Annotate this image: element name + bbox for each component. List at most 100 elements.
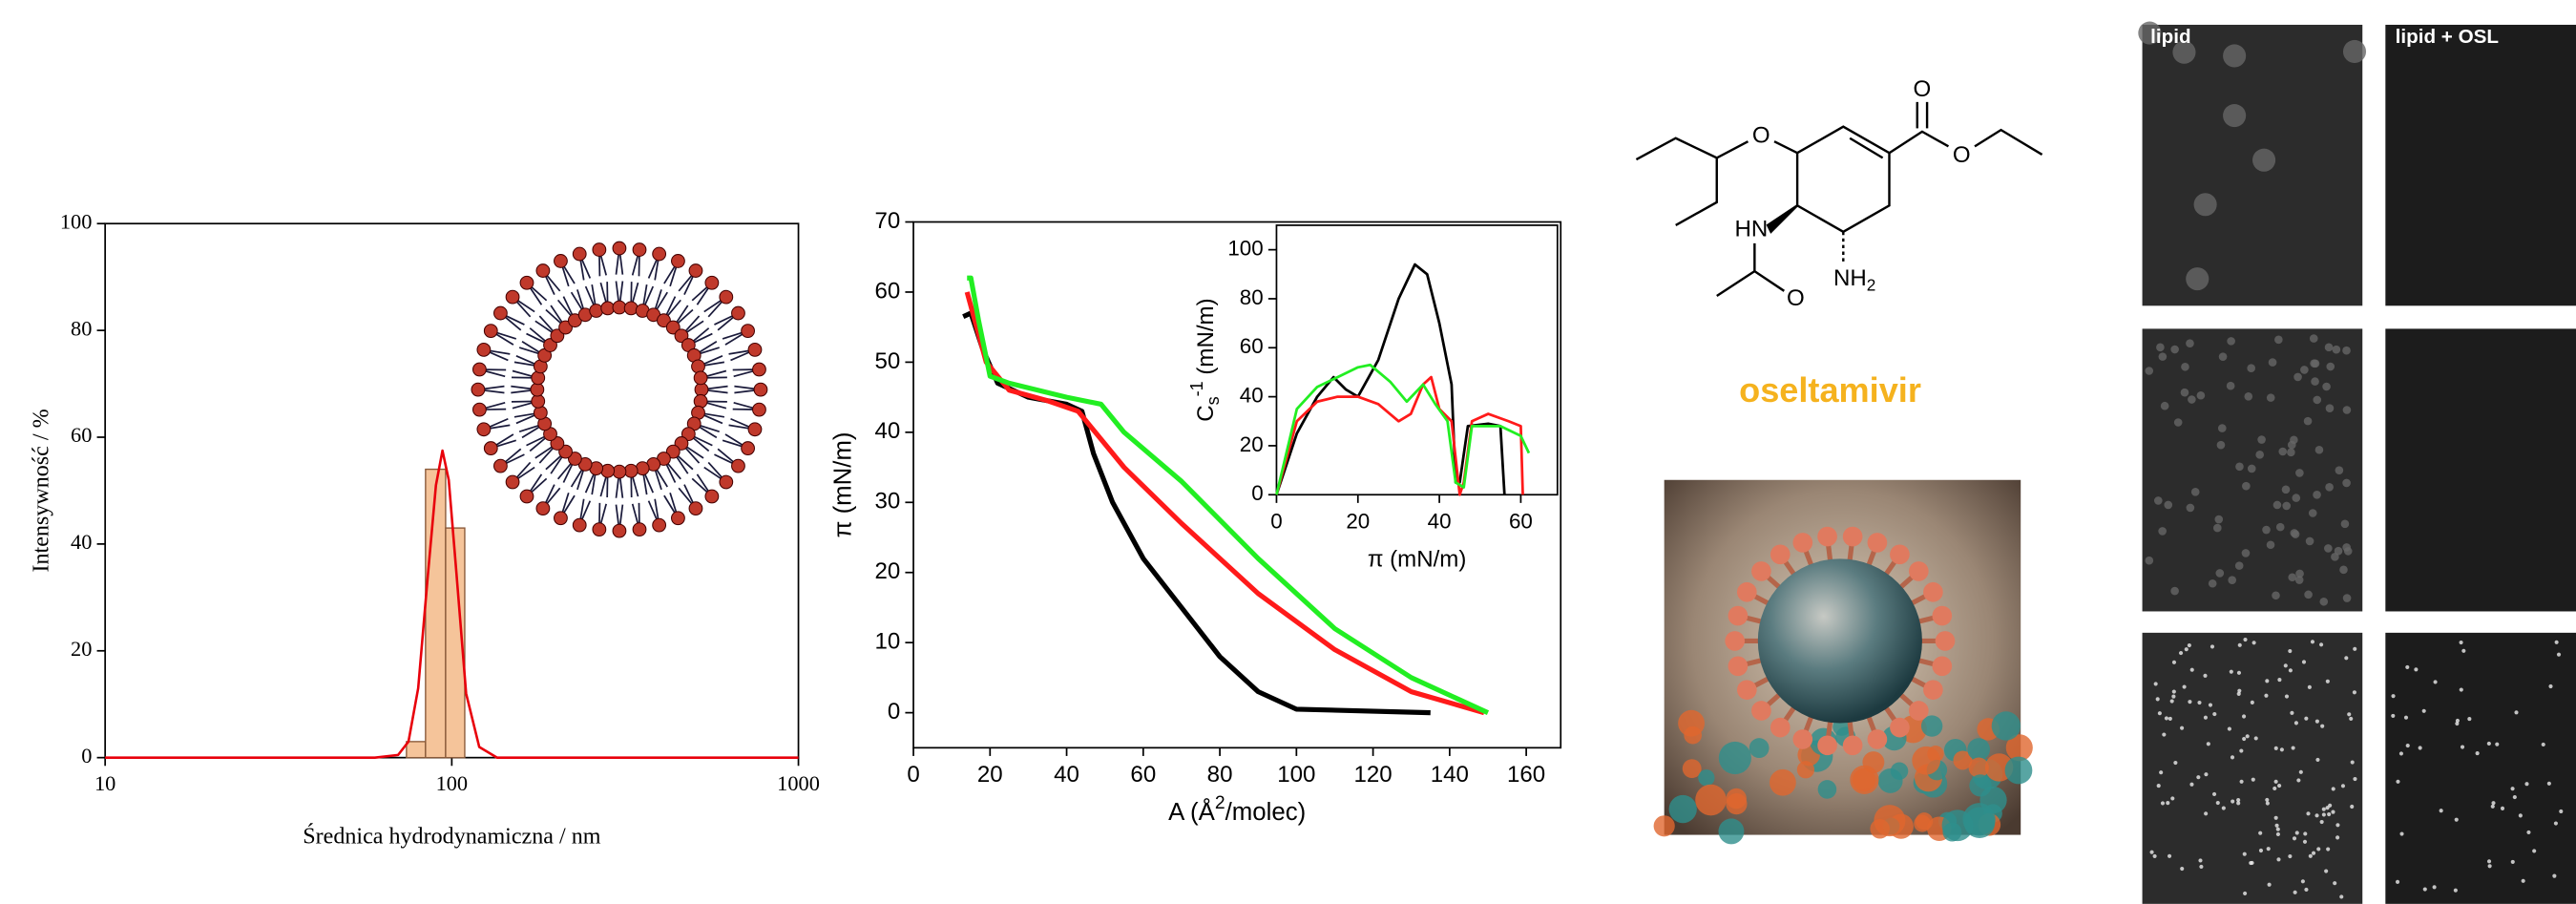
domain bbox=[2532, 849, 2537, 853]
lipid-head bbox=[471, 382, 486, 397]
domain bbox=[2335, 823, 2340, 828]
lipid-head bbox=[543, 338, 557, 352]
atom-label: HN bbox=[1735, 216, 1769, 242]
cell-bead bbox=[1770, 768, 1796, 796]
domain bbox=[2162, 732, 2167, 737]
domain bbox=[2281, 485, 2291, 494]
domain bbox=[2236, 801, 2241, 806]
domain bbox=[2272, 591, 2280, 600]
structure bbox=[1635, 101, 2043, 297]
y-tick-label: 10 bbox=[874, 629, 900, 655]
domain bbox=[2170, 586, 2179, 596]
domain bbox=[2243, 637, 2248, 642]
domain bbox=[2486, 741, 2491, 746]
domain bbox=[2266, 393, 2275, 402]
x-tick-label: 0 bbox=[1270, 509, 1282, 533]
domain bbox=[2325, 679, 2330, 683]
domain bbox=[2273, 746, 2278, 750]
domain bbox=[2308, 509, 2317, 517]
compound-name: oseltamivir bbox=[1739, 370, 1921, 410]
spike-head bbox=[1751, 561, 1771, 581]
lipid-head bbox=[671, 511, 685, 526]
domain bbox=[2342, 594, 2352, 602]
lipid-head bbox=[600, 463, 616, 478]
domain bbox=[2294, 830, 2299, 835]
domain bbox=[2342, 406, 2352, 414]
domain bbox=[2399, 831, 2404, 836]
domain bbox=[2311, 359, 2320, 368]
label-sup: 2 bbox=[1215, 792, 1225, 813]
domain bbox=[2173, 418, 2183, 427]
domain bbox=[2181, 362, 2189, 371]
domain bbox=[2257, 435, 2266, 444]
domain bbox=[2339, 565, 2348, 575]
domain bbox=[2235, 462, 2244, 472]
domain bbox=[2237, 688, 2242, 693]
domain bbox=[2467, 717, 2472, 722]
domain bbox=[2213, 523, 2222, 533]
domain bbox=[2352, 690, 2356, 695]
domain bbox=[2171, 660, 2177, 664]
domain bbox=[2282, 501, 2292, 511]
domain bbox=[2319, 819, 2324, 825]
spike-head bbox=[1770, 544, 1791, 565]
domain bbox=[2321, 812, 2326, 817]
domain bbox=[2243, 891, 2248, 895]
domain bbox=[2182, 684, 2187, 689]
domain bbox=[2268, 358, 2277, 367]
domain bbox=[2160, 801, 2166, 806]
spike-head bbox=[1728, 605, 1749, 626]
y-tick-label: 20 bbox=[874, 558, 900, 584]
lipid-head bbox=[600, 301, 616, 316]
spike-head bbox=[1935, 631, 1956, 651]
lipid-head bbox=[572, 246, 587, 262]
domain bbox=[2215, 800, 2220, 806]
lipid-head bbox=[492, 305, 508, 321]
domain bbox=[2349, 716, 2354, 721]
domain bbox=[2242, 736, 2247, 742]
domain bbox=[2253, 736, 2258, 741]
x-tick-label: 120 bbox=[1354, 762, 1393, 788]
label-sup: -1 bbox=[1187, 381, 1206, 396]
domain bbox=[2216, 440, 2226, 450]
lipid-head bbox=[719, 474, 734, 490]
domain bbox=[2251, 641, 2256, 645]
domain bbox=[2288, 648, 2293, 654]
spike-head bbox=[1817, 735, 1837, 756]
domain bbox=[2347, 712, 2352, 717]
domain bbox=[2510, 859, 2515, 864]
domain bbox=[2326, 362, 2335, 371]
domain bbox=[2327, 811, 2332, 817]
domain bbox=[2236, 798, 2241, 803]
domain bbox=[2303, 416, 2313, 426]
domain bbox=[2418, 746, 2422, 750]
lipid-head bbox=[550, 436, 565, 451]
plot-frame bbox=[1275, 224, 1559, 496]
domain bbox=[2277, 784, 2282, 788]
domain bbox=[2226, 381, 2235, 390]
lipid-head bbox=[693, 370, 708, 386]
cell-bead bbox=[1682, 759, 1702, 779]
lipid-head bbox=[747, 342, 763, 357]
domain bbox=[2215, 569, 2225, 578]
domain bbox=[2188, 700, 2192, 704]
domain bbox=[2290, 710, 2294, 715]
lipid-head bbox=[665, 444, 681, 459]
domain bbox=[2548, 683, 2553, 689]
axis-label: Intensywność / % bbox=[29, 409, 53, 572]
axis-label: Cs-1 (mN/m) bbox=[1187, 298, 1223, 421]
domain bbox=[2255, 451, 2264, 459]
spike-head bbox=[1728, 656, 1749, 677]
spike-head bbox=[1932, 656, 1953, 677]
domain bbox=[2234, 561, 2244, 570]
bar bbox=[445, 527, 466, 759]
domain bbox=[2350, 804, 2355, 809]
lipid-head bbox=[535, 501, 551, 516]
domain bbox=[2302, 839, 2308, 844]
lipid-head bbox=[558, 444, 573, 459]
lipid-head bbox=[505, 474, 520, 490]
domain bbox=[2335, 466, 2344, 474]
bar bbox=[425, 468, 447, 759]
lipid-head bbox=[567, 452, 582, 466]
micrograph-label: lipid bbox=[2150, 26, 2190, 48]
